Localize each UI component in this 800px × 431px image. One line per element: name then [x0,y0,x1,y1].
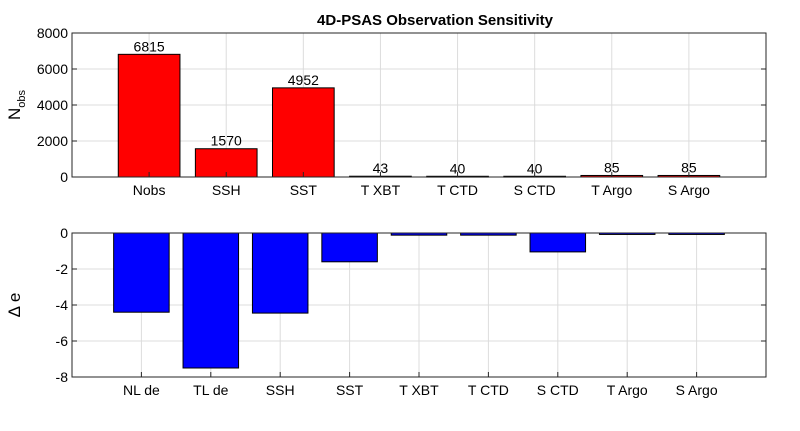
top-data-label-2: 4952 [288,72,319,88]
top-category-label-7: S Argo [668,182,710,198]
top-category-label-4: T CTD [437,182,478,198]
bottom-bar-1 [182,232,240,369]
top-category-label-0: Nobs [133,182,166,198]
top-data-label-0: 6815 [134,38,165,54]
bottom-category-label-7: T Argo [607,382,648,398]
top-data-label-4: 40 [450,160,466,176]
top-bar-0 [117,53,181,178]
bottom-category-label-3: SST [336,382,364,398]
bottom-category-label-5: T CTD [468,382,509,398]
bottom-bar-2 [251,232,309,314]
bottom-bar-6 [529,232,587,253]
top-data-label-5: 40 [527,160,543,176]
bottom-ytick-label-4: 0 [60,225,68,241]
top-data-label-3: 43 [373,160,389,176]
top-category-label-5: S CTD [514,182,556,198]
top-ytick-label-0: 0 [60,169,68,185]
top-ylabel-main: N [5,108,24,120]
bottom-bar-0 [113,232,170,313]
top-bar-2 [271,87,335,178]
top-category-label-6: T Argo [591,182,632,198]
top-ylabel-subscript: obs [16,89,28,107]
top-category-label-2: SST [290,182,318,198]
bottom-ylabel: Δ e [5,293,24,318]
top-data-label-1: 1570 [211,133,242,149]
top-ytick-label-4: 8000 [37,25,68,41]
bottom-ylabel-main: Δ e [5,293,24,318]
top-ylabel: Nobs [5,89,28,120]
bottom-ytick-label-0: -8 [56,369,69,385]
top-category-label-1: SSH [212,182,241,198]
top-data-label-7: 85 [681,159,697,175]
top-ytick-label-3: 6000 [37,61,68,77]
top-ytick-label-1: 2000 [37,133,68,149]
bottom-category-label-2: SSH [266,382,295,398]
top-data-label-6: 85 [604,159,620,175]
bottom-category-label-1: TL de [193,382,228,398]
bottom-bar-3 [321,232,378,263]
bottom-ytick-label-3: -2 [56,261,69,277]
bottom-chart-delta-e: -8 -6 -4 -2 0 NL de TL de SSH SST T XBT T CTD S CTD… [5,225,767,398]
top-category-label-3: T XBT [361,182,401,198]
bottom-ytick-label-2: -4 [56,297,69,313]
bottom-category-label-6: S CTD [537,382,579,398]
bottom-category-label-8: S Argo [676,382,718,398]
bottom-category-label-0: NL de [123,382,160,398]
bottom-category-label-4: T XBT [399,382,439,398]
bottom-ytick-label-1: -6 [56,333,69,349]
top-ytick-label-2: 4000 [37,97,68,113]
top-chart-nobs: 6815 1570 4952 43 40 40 85 85 0 2000 4000 6000 8000 N… [5,25,767,198]
chart-title: 4D-PSAS Observation Sensitivity [317,12,554,29]
